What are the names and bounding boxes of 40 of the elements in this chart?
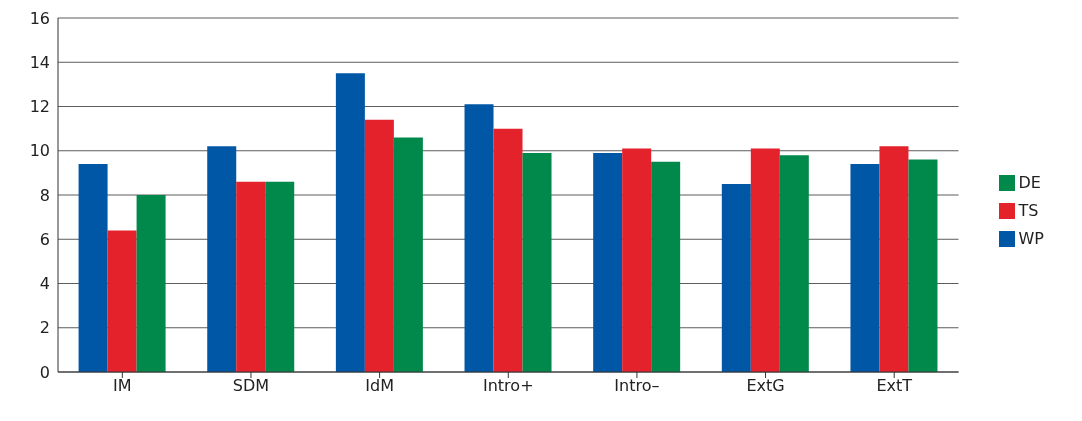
bar [493,128,523,372]
bar [750,148,780,372]
x-tick-label: ExtG [746,376,785,396]
bar [107,230,137,372]
bar [393,137,423,372]
y-tick-label: 8 [39,185,50,205]
legend-label: DE [1018,172,1041,192]
bar [779,155,809,372]
bar [335,73,365,372]
bar [850,164,880,372]
x-tick-label: SDM [232,376,270,396]
y-tick-label: 16 [29,8,50,28]
bar [522,152,552,372]
bar [78,164,108,372]
bar [265,181,295,372]
bar [622,148,652,372]
y-tick-label: 0 [39,362,50,382]
bar [464,104,494,372]
y-tick-label: 6 [39,229,50,249]
y-tick-label: 14 [29,52,50,72]
bar [908,159,938,372]
legend-label: WP [1018,228,1044,248]
bar [364,119,394,372]
x-tick-label: Intro– [614,376,660,396]
y-tick-label: 2 [39,318,50,338]
x-tick-label: IM [113,376,132,396]
bar [651,161,681,372]
x-tick-label: Intro+ [482,376,534,396]
bar [236,181,266,372]
bar [721,183,751,372]
bar [593,152,623,372]
bar [207,146,237,372]
legend-label: TS [1018,200,1039,220]
y-tick-label: 12 [29,97,50,117]
bar [879,146,909,372]
x-tick-label: ExtT [876,376,913,396]
y-tick-label: 10 [29,141,50,161]
y-tick-label: 4 [39,274,50,294]
bar [136,195,166,372]
x-tick-label: IdM [365,376,394,396]
